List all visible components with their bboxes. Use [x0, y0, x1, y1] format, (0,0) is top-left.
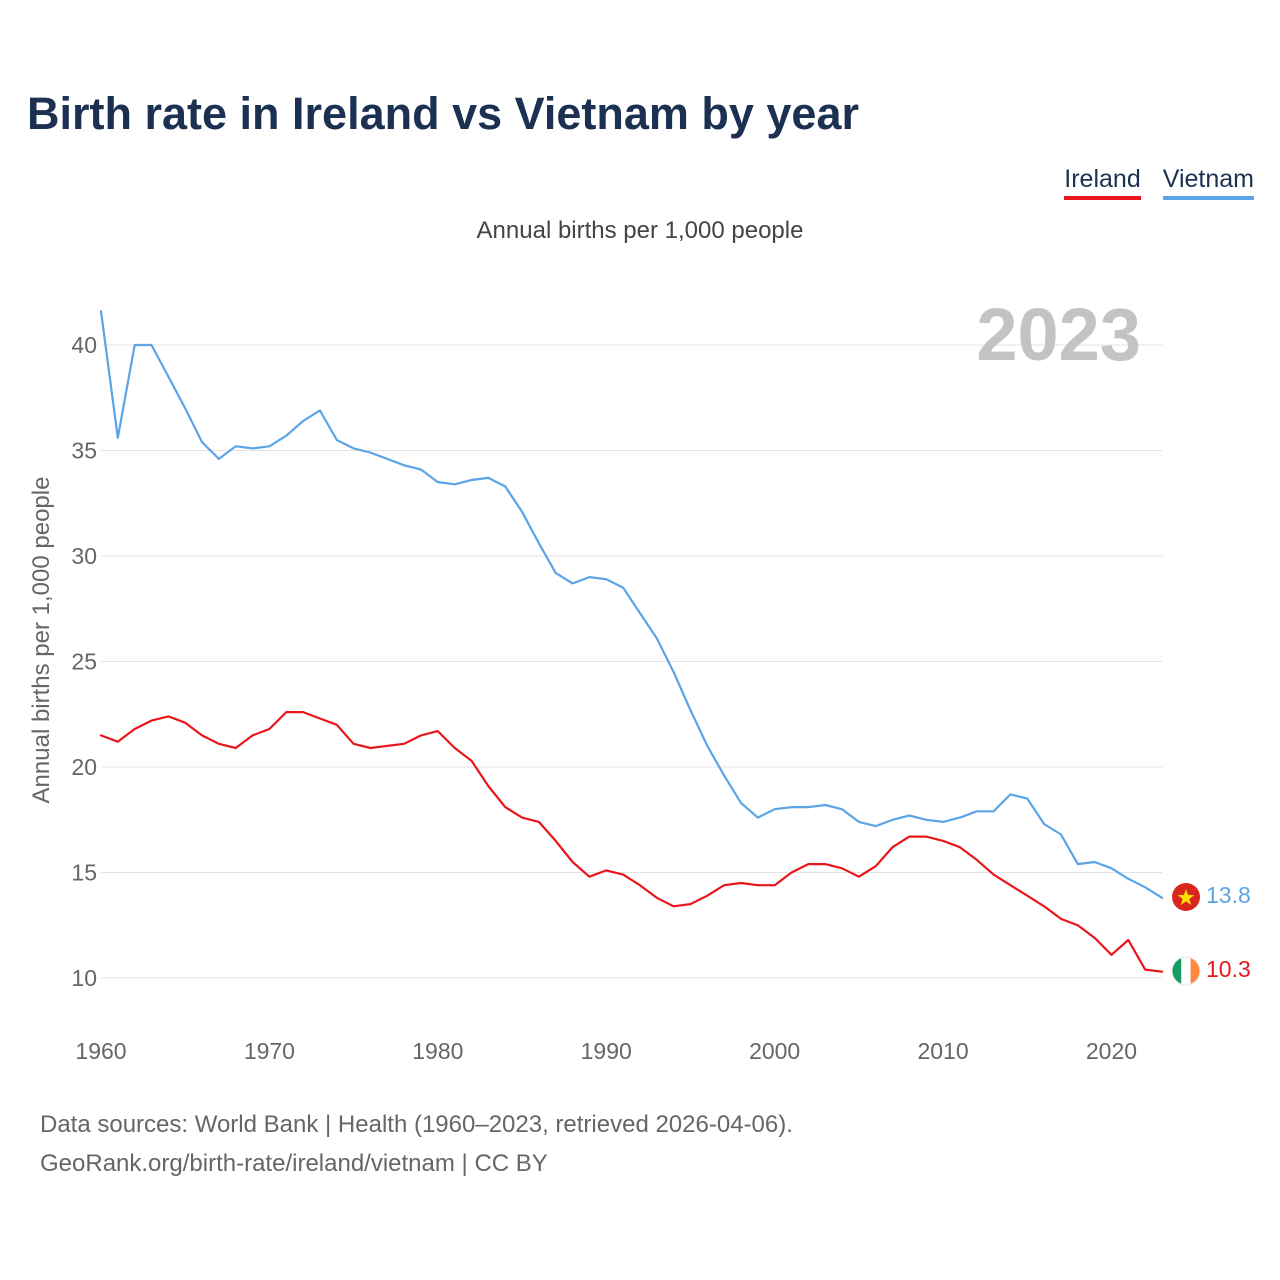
series-line-ireland[interactable]	[99, 710, 1164, 973]
chart-title: Birth rate in Ireland vs Vietnam by year	[27, 88, 859, 139]
vietnam-flag-icon	[1172, 883, 1200, 911]
y-tick-15: 15	[71, 860, 97, 886]
x-tick-1990: 1990	[581, 1038, 632, 1064]
x-tick-1960: 1960	[75, 1038, 126, 1064]
legend: Ireland Vietnam	[1064, 165, 1254, 200]
y-tick-20: 20	[71, 754, 97, 780]
legend-item-vietnam[interactable]: Vietnam	[1162, 165, 1254, 200]
grid-lines	[101, 344, 1162, 979]
y-tick-25: 25	[71, 649, 97, 675]
ireland-end-value: 10.3	[1206, 956, 1251, 982]
y-tick-30: 30	[71, 543, 97, 569]
x-tick-2000: 2000	[749, 1038, 800, 1064]
y-tick-10: 10	[71, 965, 97, 991]
y-tick-35: 35	[71, 438, 97, 464]
chart-subtitle: Annual births per 1,000 people	[476, 217, 804, 244]
source-line-1: Data sources: World Bank | Health (1960–…	[40, 1111, 793, 1138]
ireland-flag-icon	[1171, 956, 1201, 986]
year-watermark: 2023	[976, 293, 1141, 376]
x-tick-2020: 2020	[1086, 1038, 1137, 1064]
series-lines	[99, 310, 1164, 973]
x-tick-1980: 1980	[412, 1038, 463, 1064]
vietnam-end-value: 13.8	[1206, 882, 1251, 908]
series-line-vietnam[interactable]	[99, 310, 1164, 899]
x-axis-ticks: 1960 1970 1980 1990 2000 2010 2020	[75, 1038, 1137, 1064]
x-tick-1970: 1970	[244, 1038, 295, 1064]
legend-item-ireland[interactable]: Ireland	[1064, 165, 1141, 200]
source-line-2[interactable]: GeoRank.org/birth-rate/ireland/vietnam |…	[40, 1150, 548, 1177]
source-note: Data sources: World Bank | Health (1960–…	[40, 1105, 793, 1183]
x-tick-2010: 2010	[917, 1038, 968, 1064]
y-axis-ticks: 10 15 20 25 30 35 40	[71, 332, 97, 991]
y-tick-40: 40	[71, 332, 97, 358]
